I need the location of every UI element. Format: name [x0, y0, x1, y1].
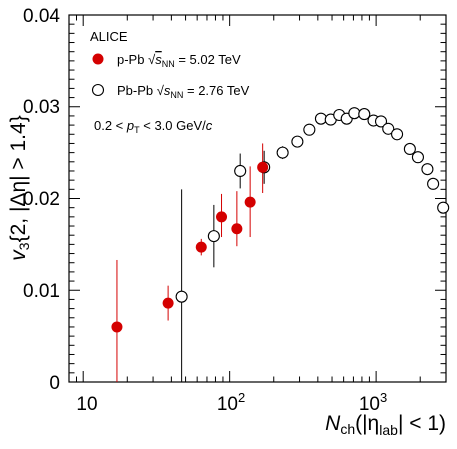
legend-title: ALICE: [90, 29, 128, 44]
pPb-point-4: [231, 223, 243, 235]
PbPb-point-17: [403, 142, 416, 156]
PbPb-point-19: [421, 163, 434, 176]
y-tick-label-0.03: 0.03: [23, 97, 60, 118]
pPb-point-3: [216, 211, 228, 223]
data-points: [111, 107, 450, 333]
legend-label-PbPb: Pb-Pb √sNN = 2.76 TeV: [117, 83, 250, 100]
y-tick-label-0.02: 0.02: [23, 189, 60, 210]
legend-marker-pPb: [92, 53, 104, 65]
PbPb-point-15: [382, 122, 395, 135]
plot-frame: [68, 14, 447, 383]
y-tick-label-0: 0: [49, 373, 60, 394]
error-bars: [116, 143, 284, 382]
legend-label-pPb: p-Pb √sNN = 5.02 TeV: [117, 52, 241, 69]
PbPb-point-14: [374, 115, 388, 128]
pPb-point-1: [162, 297, 174, 309]
x-tick-label-100: 102: [217, 390, 245, 415]
pPb-point-0: [111, 321, 123, 333]
PbPb-point-21: [437, 201, 450, 214]
pPb-point-5: [244, 196, 256, 208]
PbPb-point-12: [358, 108, 371, 121]
legend-cut-label: 0.2 < pT < 3.0 GeV/c: [94, 118, 213, 135]
axis-ticks: [68, 14, 447, 383]
pPb-point-2: [195, 241, 207, 253]
PbPb-point-5: [291, 135, 304, 148]
PbPb-point-20: [427, 177, 440, 190]
x-tick-label-10: 10: [76, 394, 97, 415]
pPb-point-6: [257, 161, 269, 173]
x-axis-label: Nch(|ηlab| < 1): [325, 412, 446, 438]
PbPb-point-11: [348, 107, 361, 120]
legend-marker-PbPb: [91, 83, 105, 97]
PbPb-point-1: [207, 230, 220, 243]
PbPb-point-6: [303, 123, 316, 136]
y-tick-label-0.01: 0.01: [23, 281, 60, 302]
y-axis-label: v3{2, |Δη| > 1.4}: [7, 115, 32, 260]
PbPb-point-18: [411, 151, 424, 164]
x-tick-label-1000: 103: [359, 390, 387, 415]
legend: ALICE p-Pb √sNN = 5.02 TeV Pb-Pb √sNN = …: [90, 29, 250, 135]
PbPb-point-0: [175, 290, 188, 303]
PbPb-point-4: [276, 146, 289, 159]
PbPb-point-2: [234, 164, 247, 178]
PbPb-point-16: [391, 128, 404, 141]
y-tick-label-0.04: 0.04: [23, 6, 60, 27]
